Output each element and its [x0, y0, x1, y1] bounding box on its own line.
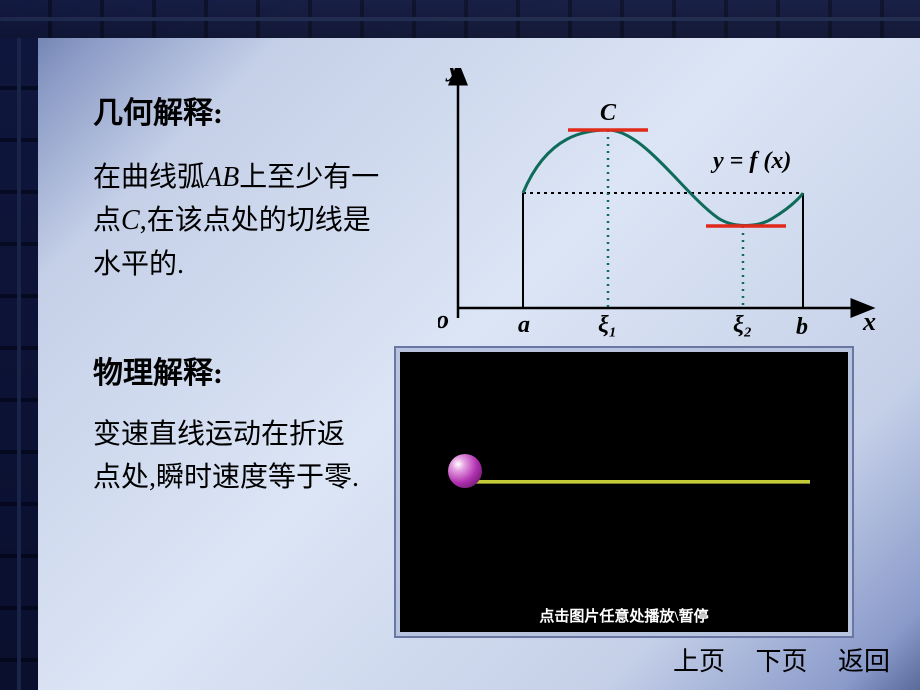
slide-content: 几何解释: 在曲线弧AB上至少有一 点C,在该点处的切线是 水平的. 物理解释:…: [48, 48, 910, 680]
b-label: b: [796, 314, 808, 340]
origin-label: o: [438, 305, 449, 334]
x-axis-label: x: [862, 307, 876, 336]
brick-border-left: [0, 38, 38, 690]
animation-caption: 点击图片任意处播放\暂停: [400, 605, 848, 626]
animation-ball-icon: [448, 454, 482, 488]
geo-txt-4: ,在该点处的切线是: [140, 205, 371, 236]
y-axis-label: y: [445, 68, 460, 82]
geo-txt-c: C: [121, 205, 140, 236]
animation-canvas: [408, 360, 840, 624]
geo-txt-2: 上至少有一: [239, 162, 379, 193]
geo-txt-ab: AB: [205, 162, 239, 193]
geometry-body: 在曲线弧AB上至少有一 点C,在该点处的切线是 水平的.: [93, 156, 433, 286]
nav-back[interactable]: 返回: [838, 641, 890, 678]
physics-body: 变速直线运动在折返点处,瞬时速度等于零.: [93, 413, 363, 500]
geo-txt-5: 水平的.: [93, 249, 184, 280]
animation-box[interactable]: 点击图片任意处播放\暂停: [396, 348, 852, 636]
xi1-label: ξ₁: [598, 312, 617, 338]
a-label: a: [518, 312, 530, 338]
func-label: y = f (x): [710, 148, 791, 174]
xi2-label: ξ₂: [733, 312, 752, 338]
nav-prev[interactable]: 上页: [673, 641, 725, 678]
brick-border-top: [0, 0, 920, 38]
physics-title: 物理解释:: [93, 348, 223, 392]
nav-bar: 上页 下页 返回: [649, 641, 890, 678]
nav-next[interactable]: 下页: [755, 641, 807, 678]
curve-fx: [523, 130, 803, 226]
animation-track-line: [456, 480, 810, 483]
geo-txt-3: 点: [93, 205, 121, 236]
geo-txt-1: 在曲线弧: [93, 162, 205, 193]
geometry-title: 几何解释:: [93, 88, 223, 132]
point-c-label: C: [600, 100, 617, 126]
rolle-theorem-chart: o x y C y = f (x) a ξ₁ ξ₂ b: [438, 68, 878, 348]
